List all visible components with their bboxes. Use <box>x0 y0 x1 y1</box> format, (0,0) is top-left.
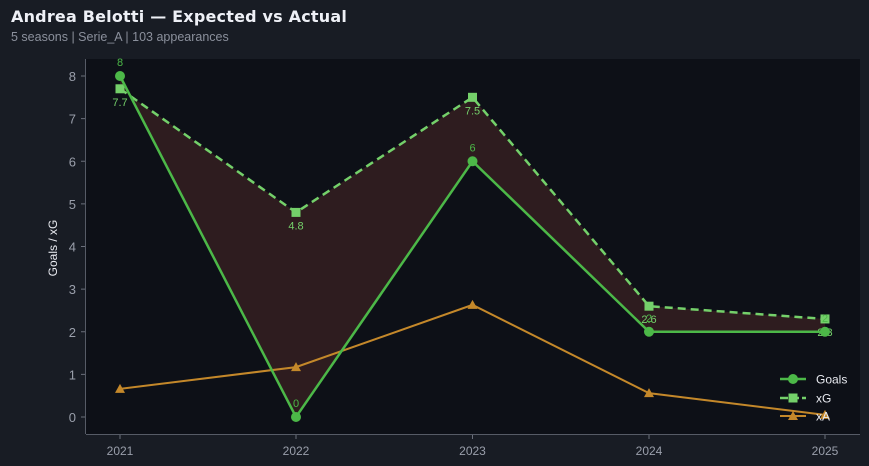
legend-label: xG <box>816 392 831 406</box>
legend-label: Goals <box>816 373 847 387</box>
goals-data-label: 2 <box>822 313 828 325</box>
y-tick-label: 3 <box>69 282 76 297</box>
y-tick-label: 5 <box>69 197 76 212</box>
goals-data-label: 8 <box>117 57 123 69</box>
y-tick-label: 4 <box>69 240 76 255</box>
x-tick-label: 2023 <box>459 444 486 458</box>
y-tick-label: 7 <box>69 112 76 127</box>
y-tick-label: 8 <box>69 69 76 84</box>
legend-goals-marker <box>788 374 798 384</box>
goals-marker-circle <box>115 71 125 81</box>
x-tick-label: 2021 <box>107 444 134 458</box>
xa-marker-triangle <box>115 383 125 393</box>
y-axis-label: Goals / xG <box>46 220 60 277</box>
xg-data-label: 4.8 <box>288 220 303 232</box>
xa-marker-triangle <box>820 409 830 419</box>
x-tick-label: 2024 <box>636 444 663 458</box>
goals-marker-circle <box>644 326 654 337</box>
xg-marker-square <box>820 314 830 324</box>
goals-data-label: 6 <box>469 142 475 154</box>
y-tick-label: 1 <box>69 367 76 382</box>
goals-marker-circle <box>467 156 478 167</box>
y-tick-label: 6 <box>69 154 76 169</box>
legend-label: xA <box>816 410 830 424</box>
xa-marker-triangle <box>644 388 654 398</box>
legend-xa-marker <box>788 411 798 420</box>
xg-marker-square <box>291 207 301 217</box>
xg-marker-square <box>115 84 125 94</box>
legend-xg-marker <box>788 393 798 403</box>
goals-marker-circle <box>820 326 830 337</box>
y-tick-label: 0 <box>69 410 76 425</box>
xg-line <box>119 87 826 321</box>
xa-marker-triangle <box>291 362 301 372</box>
goals-data-label: 2 <box>646 313 652 325</box>
x-tick-label: 2022 <box>283 444 310 458</box>
goals-marker-circle <box>291 412 301 422</box>
x-tick-label: 2025 <box>812 444 839 458</box>
xg-data-label: 7.7 <box>112 97 127 109</box>
y-tick-label: 2 <box>69 325 76 340</box>
goals-data-label: 0 <box>293 398 299 410</box>
chart-subtitle: 5 seasons | Serie_A | 103 appearances <box>11 30 229 44</box>
xg-data-label: 7.5 <box>465 105 480 117</box>
xg-marker-square <box>644 301 654 311</box>
legend: Goals xG xA <box>780 373 847 424</box>
xa-marker-triangle <box>467 299 478 309</box>
chart-title: Andrea Belotti — Expected vs Actual <box>11 7 348 26</box>
goals-xg-gap-area <box>120 76 825 417</box>
xg-marker-square <box>468 92 477 102</box>
xg-data-label: 2.6 <box>641 314 656 326</box>
